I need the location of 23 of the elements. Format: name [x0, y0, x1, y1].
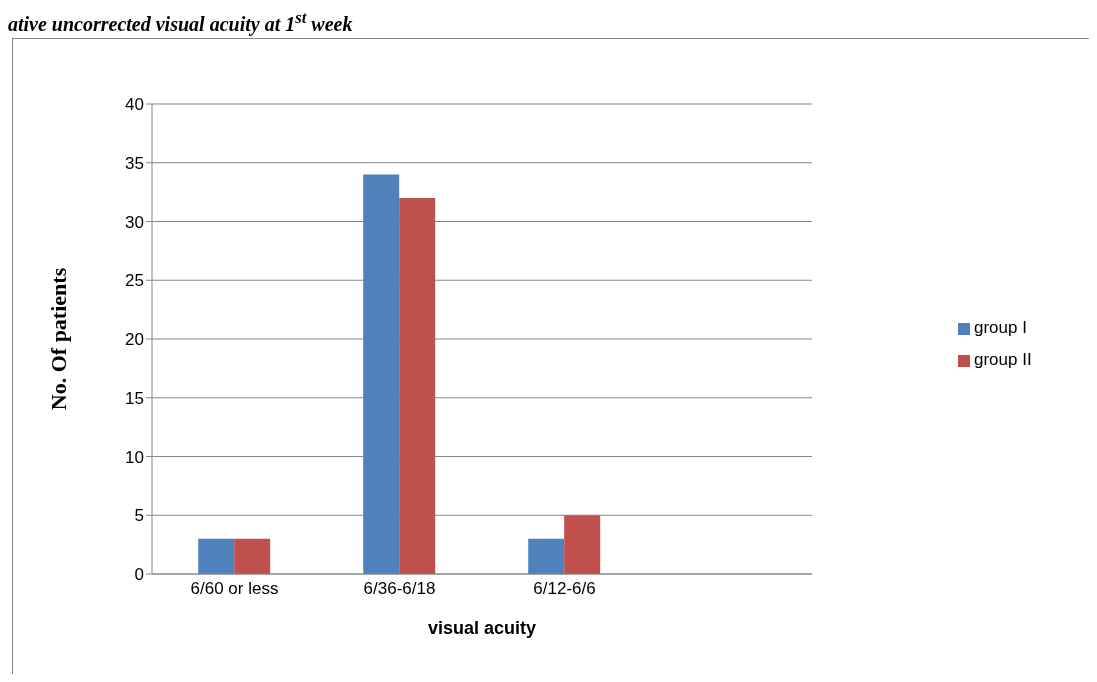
bar [198, 538, 235, 574]
y-tick-label: 30 [125, 212, 144, 232]
bar [528, 538, 565, 574]
y-tick-label: 15 [125, 388, 144, 408]
y-tick-label: 20 [125, 330, 144, 350]
y-tick-label: 35 [125, 153, 144, 173]
x-axis-title: visual acuity [427, 618, 537, 638]
y-tick-label: 10 [125, 447, 144, 467]
x-tick-label: 6/36-6/18 [363, 579, 436, 599]
bar [564, 515, 601, 574]
y-axis-title: No. Of patients [45, 267, 71, 411]
y-tick-label: 40 [125, 95, 144, 115]
chart-title: ative uncorrected visual acuity at 1$^{st}$ week [8, 8, 353, 36]
y-tick-label: 5 [134, 506, 144, 526]
legend-label: group I [974, 318, 1027, 337]
y-tick-label: 25 [125, 271, 144, 291]
legend-label: group II [974, 350, 1032, 369]
x-tick-label: 6/60 or less [190, 579, 279, 599]
bar [399, 198, 436, 574]
y-tick-label: 0 [134, 565, 144, 585]
bar [234, 538, 271, 574]
bar [363, 174, 400, 574]
x-tick-label: 6/12-6/6 [533, 579, 596, 599]
